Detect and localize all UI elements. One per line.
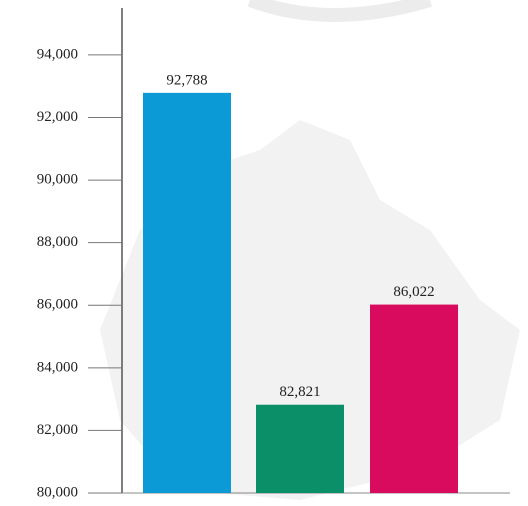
watermark	[250, 0, 430, 15]
y-tick-label: 90,000	[37, 172, 78, 188]
y-tick-label: 86,000	[37, 297, 78, 313]
value-label: 92,788	[166, 72, 207, 88]
value-label: 82,821	[279, 384, 320, 400]
y-tick-label: 84,000	[37, 359, 78, 375]
bar	[370, 305, 458, 493]
y-tick-label: 88,000	[37, 234, 78, 250]
y-tick-label: 82,000	[37, 422, 78, 438]
bar	[143, 93, 231, 493]
y-tick-label: 94,000	[37, 46, 78, 62]
value-label: 86,022	[393, 284, 434, 300]
chart: 80,000 82,000 84,000 86,000 88,000 90,000 92,0…	[0, 0, 528, 506]
y-tick-label: 92,000	[37, 109, 78, 125]
y-tick-label: 80,000	[37, 484, 78, 500]
watermark-arc	[250, 0, 430, 15]
bar	[256, 405, 344, 493]
